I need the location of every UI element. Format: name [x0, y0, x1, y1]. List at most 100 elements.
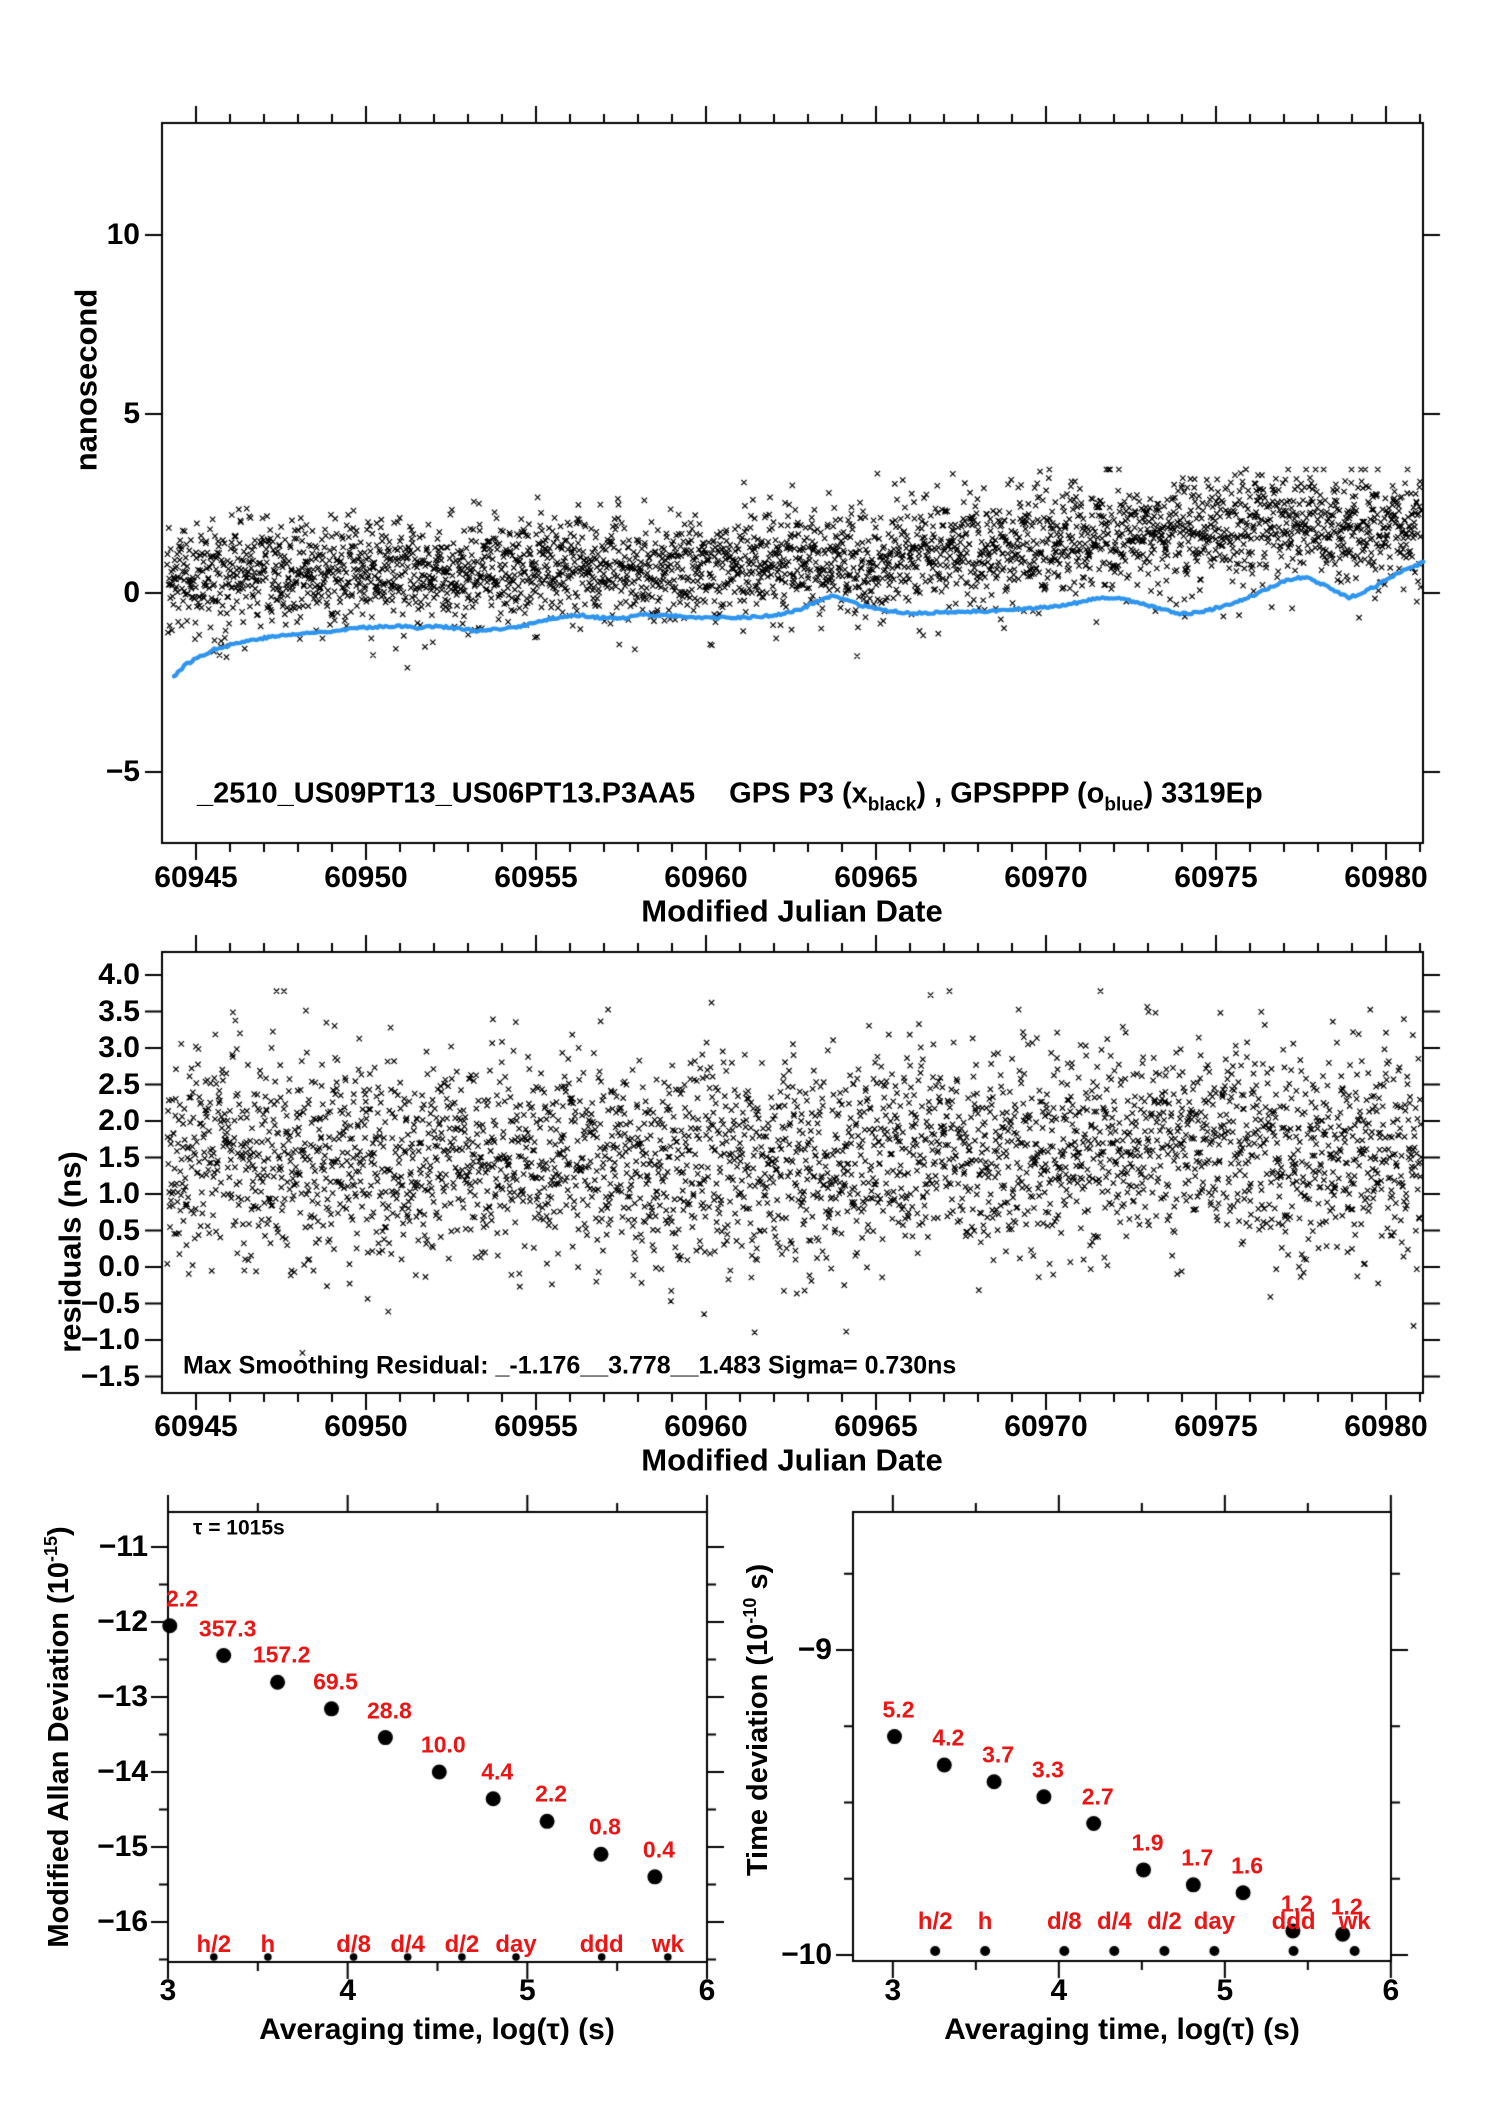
top-comparison-x-tick-label: 60965 — [834, 861, 918, 894]
mdev-point-value-label: 0.4 — [642, 1836, 675, 1863]
tdev-point-value-label: 3.3 — [1031, 1756, 1064, 1783]
top-comparison-x-tick-label: 60980 — [1344, 861, 1428, 894]
mdev-point-value-label: 4.4 — [481, 1758, 514, 1785]
tdev-point-value-label: 1.6 — [1231, 1852, 1264, 1879]
mdev-x-tick-label: 6 — [698, 1974, 716, 2007]
tdev-category-label: ddd — [1271, 1908, 1316, 1935]
mdev-y-tick-label: −16 — [97, 1905, 148, 1938]
residuals-x-tick-label: 60945 — [154, 1410, 238, 1443]
p4-y-axis-label-post: s) — [742, 1563, 774, 1598]
top-comparison-x-tick-label: 60950 — [324, 861, 408, 894]
tdev-y-tick-label: −9 — [797, 1633, 832, 1666]
top-comparison-y-tick-label: 5 — [123, 397, 140, 430]
mdev-x-tick-label: 5 — [518, 1974, 536, 2007]
p1-title-series2-sub: blue — [1104, 794, 1144, 816]
top-comparison-y-tick-label: 0 — [123, 576, 140, 609]
tdev-category-label: d/8 — [1046, 1908, 1082, 1935]
residuals-x-tick-label: 60970 — [1004, 1410, 1088, 1443]
mdev-point-value-label: 69.5 — [313, 1668, 358, 1695]
residuals-y-tick-label: −0.5 — [80, 1286, 140, 1320]
residuals-y-tick-label: 1.0 — [98, 1177, 140, 1210]
tdev-x-tick-label: 4 — [1050, 1974, 1068, 2007]
tdev-point-value-label: 1.2 — [1280, 1890, 1313, 1917]
mdev-point-value-label: 28.8 — [367, 1697, 412, 1724]
mdev-point-value-label: 157.2 — [252, 1641, 311, 1668]
tdev-category-label: d/2 — [1147, 1908, 1182, 1935]
residuals-y-tick-label: 0.5 — [98, 1213, 140, 1247]
mdev-x-tick-label: 3 — [159, 1974, 177, 2007]
p3-y-axis-label-post: ) — [43, 1526, 75, 1537]
p4-x-axis-label: Averaging time, log(τ) (s) — [944, 2013, 1300, 2046]
residuals-y-tick-label: −1.5 — [80, 1359, 140, 1393]
residuals-x-tick-label: 60950 — [324, 1410, 408, 1443]
tdev-x-tick-label: 3 — [884, 1974, 902, 2007]
mdev-category-label: d/8 — [336, 1931, 371, 1958]
tdev-x-tick-label: 5 — [1216, 1974, 1234, 2007]
p3-y-axis-label-pre: Modified Allan Deviation (10 — [43, 1562, 75, 1948]
p1-y-axis-label: nanosecond — [68, 288, 104, 472]
p4-y-axis-label-sup: -10 — [740, 1597, 760, 1624]
p1-title-dataset: _2510_US09PT13_US06PT13.P3AA5 — [197, 777, 696, 810]
tdev-category-label: h — [977, 1908, 993, 1935]
p1-title-series1-sub: black — [867, 794, 917, 816]
residuals-y-tick-label: 1.5 — [98, 1140, 140, 1174]
residuals-x-tick-label: 60975 — [1174, 1410, 1258, 1443]
mdev-point-value-label: 2.2 — [535, 1780, 568, 1807]
tdev-point-value-label: 1.2 — [1330, 1893, 1363, 1920]
top-comparison-x-tick-label: 60970 — [1004, 861, 1088, 894]
tdev-x-tick-label: 6 — [1382, 1974, 1400, 2007]
mdev-category-label: h/2 — [196, 1931, 232, 1958]
tdev-category-label: h/2 — [917, 1908, 953, 1935]
mdev-category-label: h — [260, 1931, 276, 1958]
top-comparison-y-tick-label: 10 — [106, 218, 140, 251]
residuals-x-tick-label: 60965 — [834, 1410, 918, 1443]
mdev-point-value-label: 2.2 — [166, 1585, 198, 1612]
p4-y-axis-label-pre: Time deviation (10 — [742, 1623, 774, 1877]
mdev-y-tick-label: −15 — [97, 1830, 148, 1863]
mdev-category-label: day — [495, 1931, 537, 1958]
mdev-category-label: wk — [651, 1931, 684, 1958]
residuals-y-tick-label: 3.5 — [98, 994, 140, 1028]
mdev-y-tick-label: −13 — [97, 1680, 148, 1713]
p3-tau-annotation: τ = 1015s — [193, 1516, 285, 1540]
residuals-y-tick-label: 2.0 — [98, 1104, 140, 1137]
residuals-y-tick-label: 0.0 — [98, 1250, 140, 1283]
mdev-point-value-label: 357.3 — [198, 1615, 257, 1642]
p1-title-tail: ) 3319Ep — [1143, 777, 1263, 810]
tdev-point-value-label: 3.7 — [982, 1741, 1015, 1768]
tdev-category-label: wk — [1338, 1908, 1371, 1935]
residuals-x-tick-label: 60960 — [664, 1410, 748, 1443]
residuals-x-tick-label: 60955 — [494, 1410, 578, 1443]
top-comparison-x-tick-label: 60960 — [664, 861, 748, 894]
p1-title-series1: GPS P3 (x — [729, 777, 868, 810]
p3-y-axis-label-sup: -15 — [41, 1536, 61, 1563]
tdev-point-value-label: 1.7 — [1181, 1844, 1214, 1871]
top-comparison-x-tick-label: 60975 — [1174, 861, 1258, 894]
p1-title: _2510_US09PT13_US06PT13.P3AA5 GPS P3 (xbl… — [197, 777, 1263, 816]
mdev-category-label: d/2 — [444, 1931, 480, 1958]
tdev-category-label: d/4 — [1096, 1908, 1132, 1935]
p2-max-residual-annotation: Max Smoothing Residual: _-1.176__3.778__… — [183, 1351, 957, 1380]
mdev-y-tick-label: −12 — [97, 1605, 148, 1638]
p1-x-axis-label: Modified Julian Date — [641, 893, 943, 929]
mdev-category-label: ddd — [579, 1931, 624, 1958]
mdev-y-tick-label: −11 — [98, 1530, 148, 1563]
mdev-category-label: d/4 — [390, 1931, 426, 1958]
p1-title-mid: ) , GPSPPP (o — [916, 777, 1105, 810]
mdev-y-tick-label: −14 — [97, 1755, 148, 1788]
p3-y-axis-label: Modified Allan Deviation (10-15) — [41, 1526, 75, 1948]
residuals-y-tick-label: −1.0 — [80, 1323, 140, 1356]
tdev-point-value-label: 1.9 — [1131, 1829, 1164, 1856]
residuals-y-tick-label: 2.5 — [98, 1067, 140, 1101]
tdev-point-value-label: 4.2 — [932, 1724, 965, 1751]
p2-x-axis-label: Modified Julian Date — [641, 1442, 943, 1478]
tdev-point-value-label: 2.7 — [1081, 1783, 1114, 1810]
top-comparison-y-tick-label: −5 — [105, 755, 140, 788]
mdev-point-value-label: 10.0 — [420, 1731, 466, 1758]
residuals-x-tick-label: 60980 — [1344, 1410, 1428, 1443]
residuals-y-tick-label: 3.0 — [98, 1031, 140, 1064]
tdev-point-value-label: 5.2 — [882, 1696, 915, 1723]
p3-x-axis-label: Averaging time, log(τ) (s) — [259, 2013, 615, 2046]
top-comparison-x-tick-label: 60945 — [154, 861, 238, 894]
